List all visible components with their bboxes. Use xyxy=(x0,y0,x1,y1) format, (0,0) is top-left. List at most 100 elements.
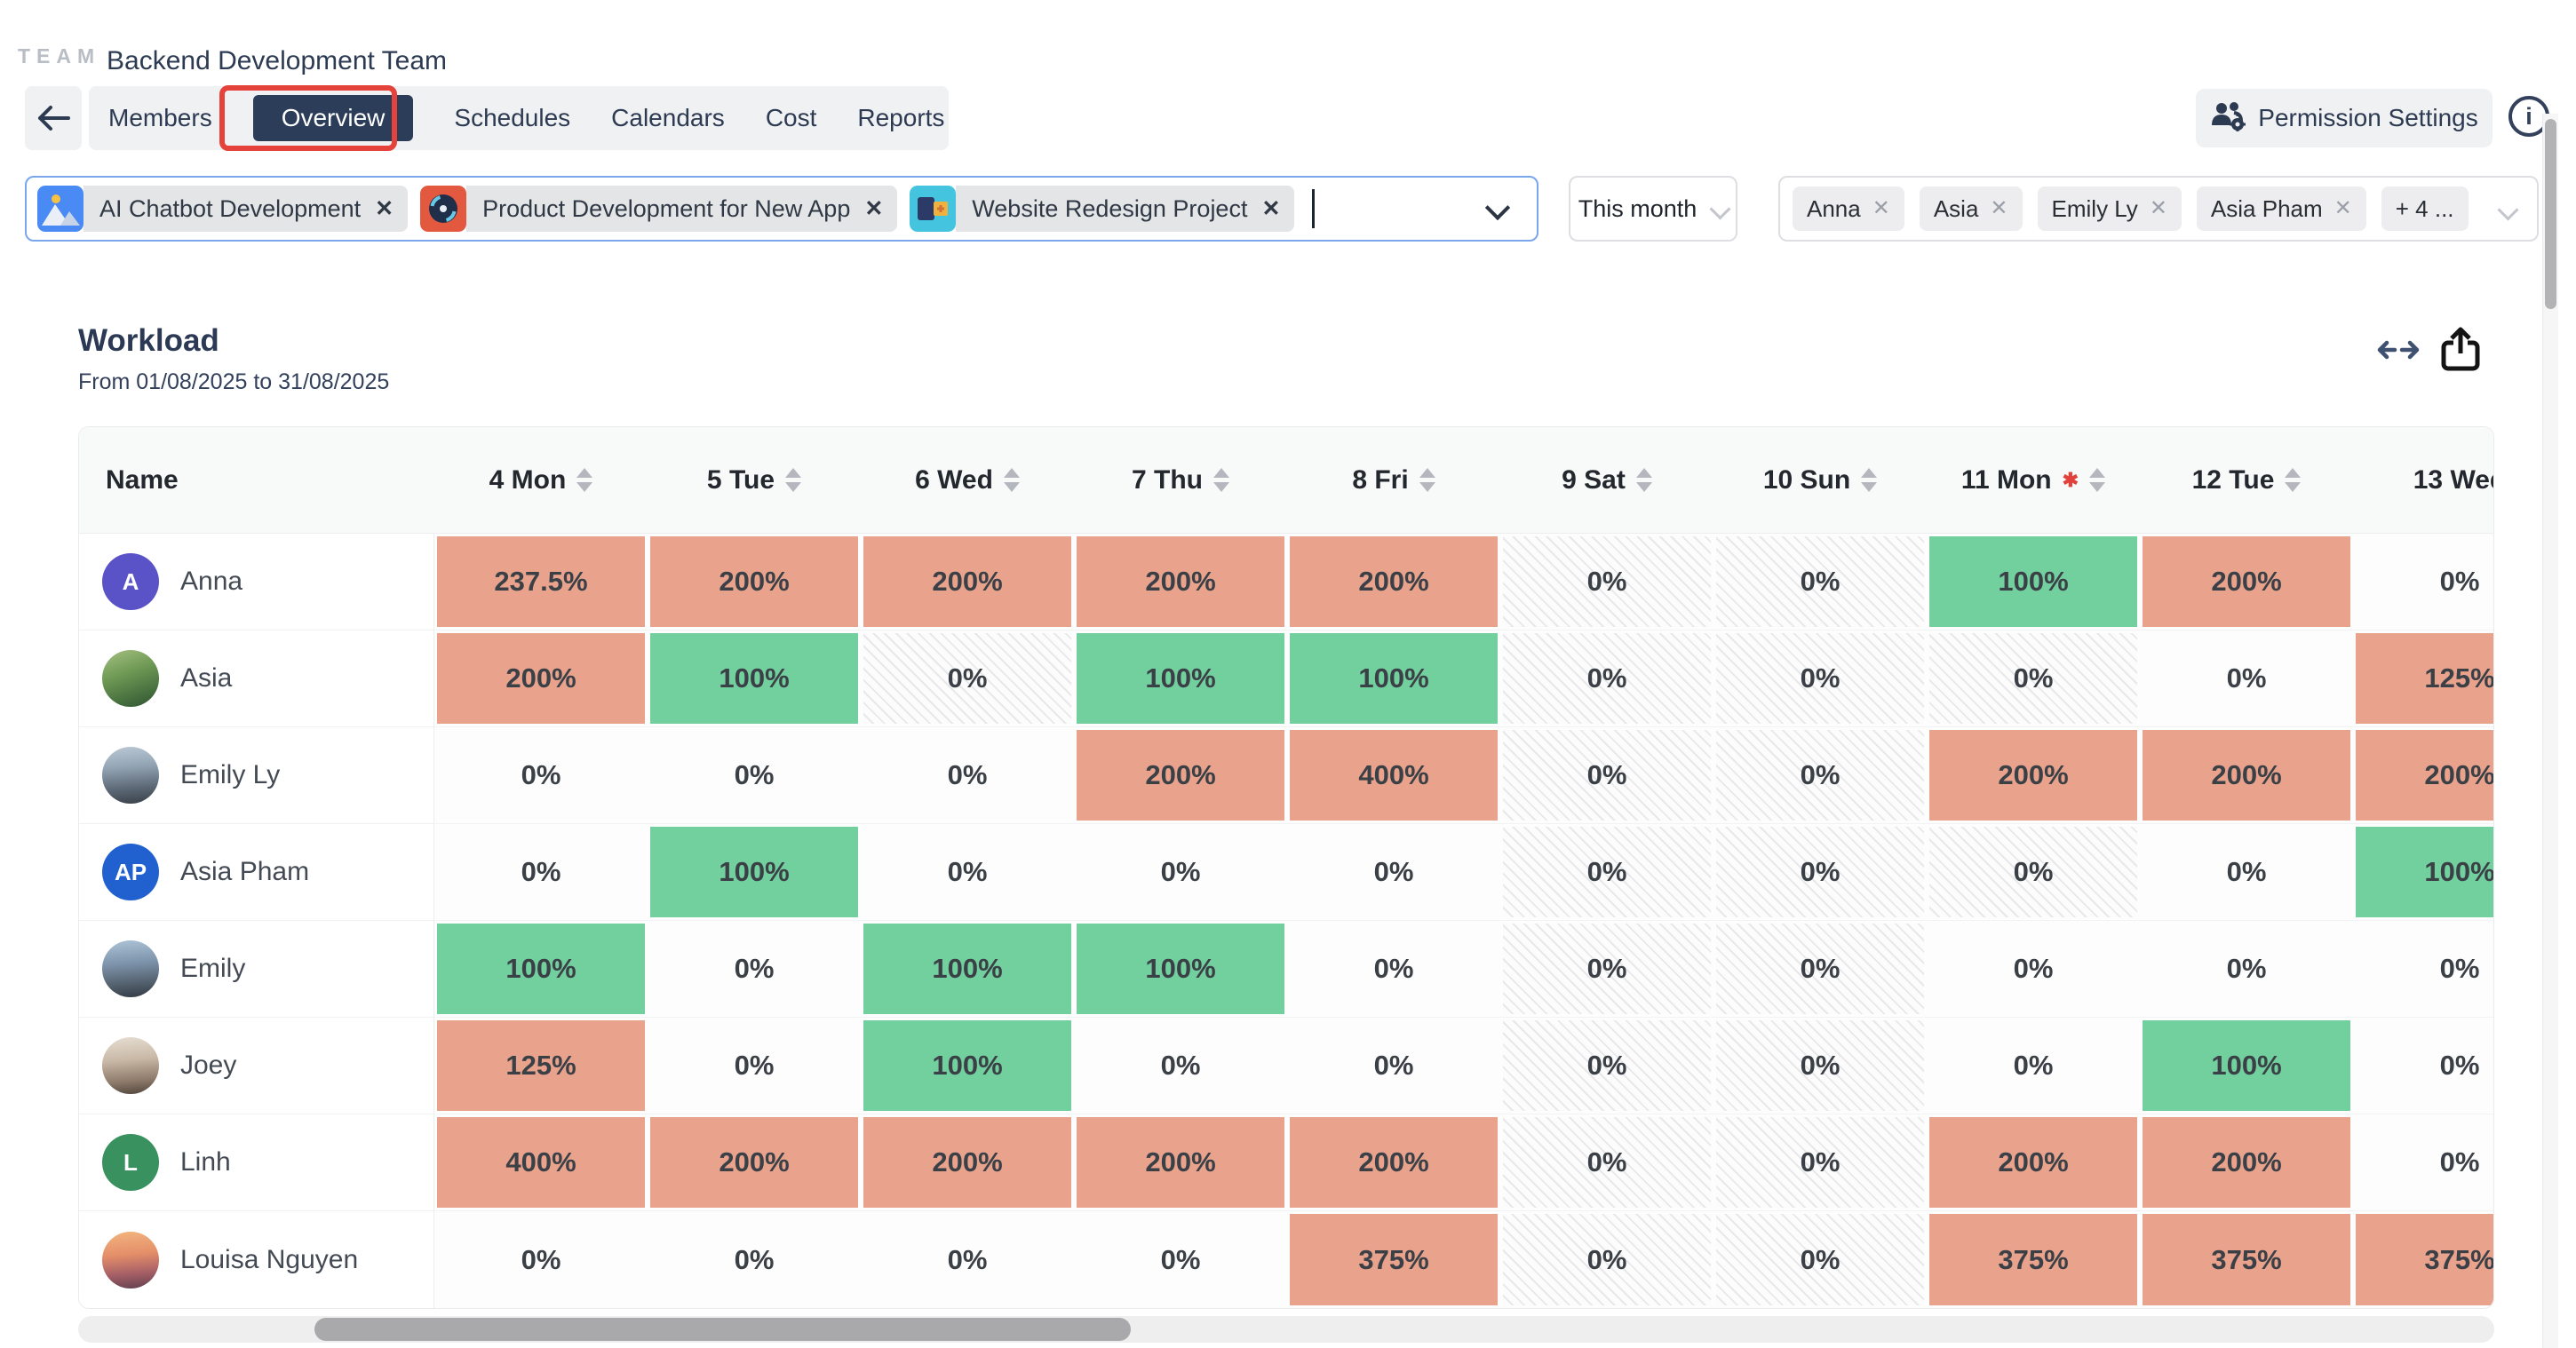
column-header-11-mon[interactable]: 11 Mon ✱ xyxy=(1927,427,2140,533)
workload-cell[interactable]: 0% xyxy=(1927,1018,2140,1114)
workload-cell[interactable]: 0% xyxy=(2353,534,2493,630)
workload-cell[interactable]: 0% xyxy=(1074,1018,1287,1114)
workload-cell[interactable]: 200% xyxy=(1927,727,2140,824)
workload-cell[interactable]: 0% xyxy=(1713,824,1927,921)
column-header-9-sat[interactable]: 9 Sat xyxy=(1500,427,1713,533)
workload-cell[interactable]: 100% xyxy=(1287,630,1500,727)
workload-cell[interactable]: 0% xyxy=(648,1211,861,1308)
person-tag[interactable]: Asia ✕ xyxy=(1919,186,2023,231)
sort-arrows-icon[interactable] xyxy=(785,468,802,492)
workload-cell[interactable]: 200% xyxy=(648,1114,861,1211)
workload-cell[interactable]: 125% xyxy=(2353,630,2493,727)
tab-cost[interactable]: Cost xyxy=(765,104,817,131)
tab-overview[interactable]: Overview xyxy=(252,95,414,141)
person-tag[interactable]: Emily Ly ✕ xyxy=(2037,186,2182,231)
workload-cell[interactable]: 375% xyxy=(1287,1211,1500,1308)
workload-cell[interactable]: 100% xyxy=(648,824,861,921)
remove-tag-icon[interactable]: ✕ xyxy=(2149,196,2167,220)
member-name-cell[interactable]: A Anna xyxy=(79,534,434,630)
workload-cell[interactable]: 0% xyxy=(2140,630,2353,727)
workload-cell[interactable]: 0% xyxy=(2353,1114,2493,1211)
remove-tag-icon[interactable]: ✕ xyxy=(1261,195,1281,221)
workload-cell[interactable]: 0% xyxy=(1500,921,1713,1018)
remove-tag-icon[interactable]: ✕ xyxy=(1872,196,1890,220)
person-tag-overflow[interactable]: + 4 ... xyxy=(2381,186,2469,231)
workload-cell[interactable]: 200% xyxy=(1287,534,1500,630)
person-tag[interactable]: Asia Pham ✕ xyxy=(2196,186,2366,231)
sort-arrows-icon[interactable] xyxy=(1003,468,1020,492)
workload-cell[interactable]: 200% xyxy=(1287,1114,1500,1211)
column-header-8-fri[interactable]: 8 Fri xyxy=(1287,427,1500,533)
workload-cell[interactable]: 200% xyxy=(2140,1114,2353,1211)
workload-cell[interactable]: 0% xyxy=(1500,630,1713,727)
workload-cell[interactable]: 0% xyxy=(434,1211,648,1308)
workload-cell[interactable]: 0% xyxy=(1927,921,2140,1018)
vertical-scrollbar[interactable] xyxy=(2542,114,2558,1348)
member-name-cell[interactable]: L Linh xyxy=(79,1114,434,1211)
workload-cell[interactable]: 200% xyxy=(861,1114,1074,1211)
workload-cell[interactable]: 0% xyxy=(2140,824,2353,921)
remove-tag-icon[interactable]: ✕ xyxy=(2334,196,2352,220)
workload-cell[interactable]: 200% xyxy=(2140,534,2353,630)
workload-cell[interactable]: 0% xyxy=(648,1018,861,1114)
column-header-10-sun[interactable]: 10 Sun xyxy=(1713,427,1927,533)
column-header-12-tue[interactable]: 12 Tue xyxy=(2140,427,2353,533)
workload-cell[interactable]: 0% xyxy=(2353,1018,2493,1114)
workload-cell[interactable]: 0% xyxy=(1713,1114,1927,1211)
workload-cell[interactable]: 100% xyxy=(1927,534,2140,630)
workload-cell[interactable]: 0% xyxy=(648,921,861,1018)
period-dropdown[interactable]: This month xyxy=(1569,176,1737,242)
member-name-cell[interactable]: Emily Ly xyxy=(79,727,434,824)
back-button[interactable] xyxy=(25,86,82,150)
member-name-cell[interactable]: Joey xyxy=(79,1018,434,1114)
tab-reports[interactable]: Reports xyxy=(857,104,945,131)
sort-arrows-icon[interactable] xyxy=(1861,468,1878,492)
workload-cell[interactable]: 0% xyxy=(434,824,648,921)
remove-tag-icon[interactable]: ✕ xyxy=(375,195,394,221)
workload-cell[interactable]: 0% xyxy=(2353,921,2493,1018)
workload-cell[interactable]: 0% xyxy=(1713,921,1927,1018)
workload-cell[interactable]: 100% xyxy=(861,1018,1074,1114)
remove-tag-icon[interactable]: ✕ xyxy=(864,195,884,221)
workload-cell[interactable]: 200% xyxy=(1927,1114,2140,1211)
tab-schedules[interactable]: Schedules xyxy=(454,104,571,131)
sort-arrows-icon[interactable] xyxy=(1419,468,1435,492)
workload-cell[interactable]: 100% xyxy=(648,630,861,727)
workload-cell[interactable]: 0% xyxy=(1713,1018,1927,1114)
export-share-icon[interactable] xyxy=(2441,327,2480,376)
workload-cell[interactable]: 100% xyxy=(1074,921,1287,1018)
workload-cell[interactable]: 200% xyxy=(1074,727,1287,824)
workload-cell[interactable]: 200% xyxy=(861,534,1074,630)
workload-cell[interactable]: 0% xyxy=(1074,1211,1287,1308)
workload-cell[interactable]: 0% xyxy=(1500,1211,1713,1308)
member-name-cell[interactable]: AP Asia Pham xyxy=(79,824,434,921)
tab-calendars[interactable]: Calendars xyxy=(611,104,725,131)
column-header-4-mon[interactable]: 4 Mon xyxy=(434,427,648,533)
workload-cell[interactable]: 0% xyxy=(1500,1018,1713,1114)
workload-cell[interactable]: 100% xyxy=(2140,1018,2353,1114)
workload-cell[interactable]: 0% xyxy=(1713,1211,1927,1308)
workload-cell[interactable]: 0% xyxy=(1500,1114,1713,1211)
column-header-7-thu[interactable]: 7 Thu xyxy=(1074,427,1287,533)
chevron-down-icon[interactable] xyxy=(1484,194,1511,221)
workload-cell[interactable]: 0% xyxy=(1500,534,1713,630)
workload-cell[interactable]: 0% xyxy=(1500,824,1713,921)
vertical-scrollbar-thumb[interactable] xyxy=(2545,119,2556,309)
workload-cell[interactable]: 0% xyxy=(861,727,1074,824)
sort-arrows-icon[interactable] xyxy=(2089,468,2106,492)
workload-cell[interactable]: 200% xyxy=(2353,727,2493,824)
workload-cell[interactable]: 0% xyxy=(861,824,1074,921)
workload-cell[interactable]: 400% xyxy=(434,1114,648,1211)
chevron-down-icon[interactable] xyxy=(2497,199,2519,221)
permission-settings-button[interactable]: Permission Settings xyxy=(2196,89,2493,147)
workload-cell[interactable]: 375% xyxy=(1927,1211,2140,1308)
people-filter-select[interactable]: Anna ✕ Asia ✕ Emily Ly ✕ Asia Pham ✕ + 4 ... xyxy=(1778,176,2539,242)
horizontal-scrollbar[interactable] xyxy=(78,1316,2494,1343)
workload-cell[interactable]: 375% xyxy=(2140,1211,2353,1308)
workload-cell[interactable]: 375% xyxy=(2353,1211,2493,1308)
workload-cell[interactable]: 400% xyxy=(1287,727,1500,824)
workload-cell[interactable]: 0% xyxy=(1500,727,1713,824)
remove-tag-icon[interactable]: ✕ xyxy=(1990,196,2008,220)
project-filter-select[interactable]: AI Chatbot Development ✕ Product Developme… xyxy=(25,176,1538,242)
sort-arrows-icon[interactable] xyxy=(576,468,593,492)
